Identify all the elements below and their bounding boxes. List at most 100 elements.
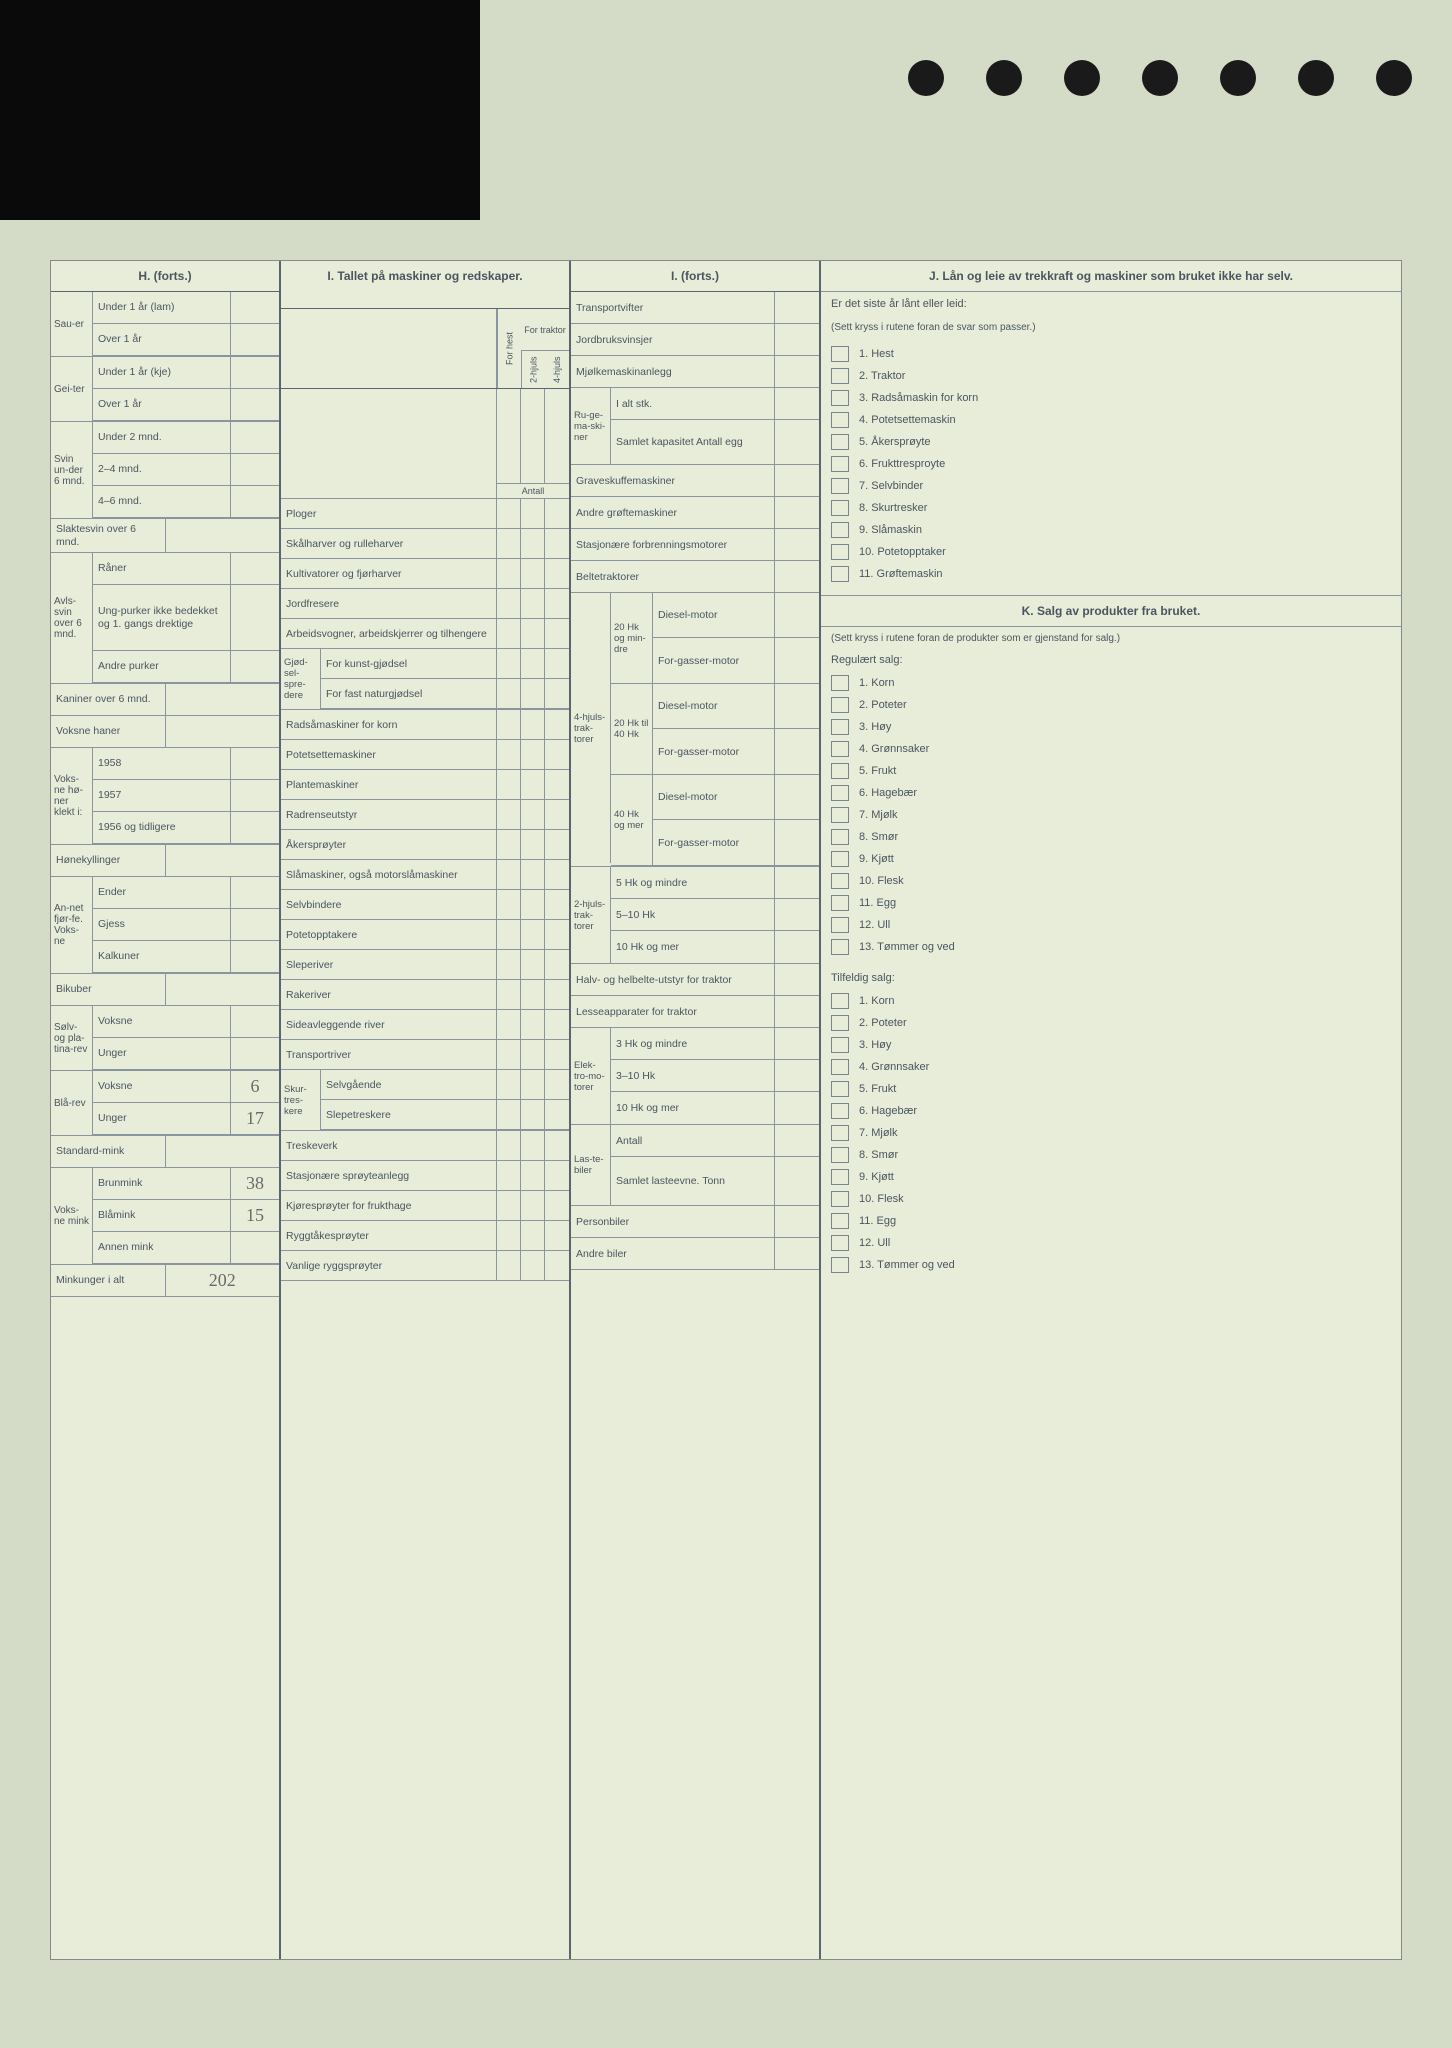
checkbox[interactable] <box>831 917 849 933</box>
checkbox[interactable] <box>831 719 849 735</box>
value-cell[interactable] <box>545 890 569 919</box>
value-cell[interactable] <box>545 1221 569 1250</box>
value-cell[interactable] <box>231 1006 279 1037</box>
checkbox[interactable] <box>831 434 849 450</box>
checkbox[interactable] <box>831 1037 849 1053</box>
value-cell[interactable] <box>521 770 545 799</box>
checkbox[interactable] <box>831 1059 849 1075</box>
value-cell[interactable] <box>521 1131 545 1160</box>
checkbox[interactable] <box>831 390 849 406</box>
value-cell[interactable] <box>545 529 569 558</box>
value-cell[interactable] <box>521 800 545 829</box>
checkbox[interactable] <box>831 829 849 845</box>
value-cell[interactable] <box>231 389 279 420</box>
value-cell[interactable] <box>497 589 521 618</box>
value-cell[interactable] <box>521 860 545 889</box>
value-cell[interactable] <box>521 1010 545 1039</box>
value-cell[interactable] <box>497 529 521 558</box>
value-cell[interactable] <box>497 950 521 979</box>
checkbox[interactable] <box>831 412 849 428</box>
value-cell[interactable] <box>231 748 279 779</box>
value-cell[interactable] <box>497 890 521 919</box>
value-cell[interactable] <box>497 1131 521 1160</box>
checkbox[interactable] <box>831 939 849 955</box>
value-cell[interactable] <box>497 710 521 739</box>
value-cell[interactable] <box>497 740 521 769</box>
value-cell[interactable] <box>231 651 279 682</box>
value-cell[interactable] <box>545 1191 569 1220</box>
value-cell[interactable] <box>166 974 280 1005</box>
checkbox[interactable] <box>831 1103 849 1119</box>
value-cell[interactable] <box>545 619 569 648</box>
value-cell[interactable] <box>545 1131 569 1160</box>
value-cell[interactable] <box>545 499 569 528</box>
value-blarev-unger[interactable]: 17 <box>231 1103 279 1134</box>
value-cell[interactable] <box>231 324 279 355</box>
value-cell[interactable] <box>497 559 521 588</box>
value-cell[interactable] <box>521 1251 545 1280</box>
value-cell[interactable] <box>521 559 545 588</box>
value-cell[interactable] <box>545 1251 569 1280</box>
value-cell[interactable] <box>231 553 279 584</box>
value-cell[interactable] <box>231 486 279 517</box>
checkbox[interactable] <box>831 500 849 516</box>
value-cell[interactable] <box>545 830 569 859</box>
value-cell[interactable] <box>166 1136 280 1167</box>
value-cell[interactable] <box>231 909 279 940</box>
value-blamink[interactable]: 15 <box>231 1200 279 1231</box>
checkbox[interactable] <box>831 1147 849 1163</box>
checkbox[interactable] <box>831 1213 849 1229</box>
value-cell[interactable] <box>497 770 521 799</box>
value-cell[interactable] <box>521 619 545 648</box>
value-cell[interactable] <box>521 1040 545 1069</box>
checkbox[interactable] <box>831 1191 849 1207</box>
value-cell[interactable] <box>545 920 569 949</box>
value-cell[interactable] <box>231 941 279 972</box>
value-cell[interactable] <box>231 780 279 811</box>
checkbox[interactable] <box>831 807 849 823</box>
value-cell[interactable] <box>231 292 279 323</box>
value-cell[interactable] <box>231 454 279 485</box>
value-cell[interactable] <box>497 1161 521 1190</box>
value-cell[interactable] <box>545 710 569 739</box>
value-cell[interactable] <box>166 716 280 747</box>
value-cell[interactable] <box>521 890 545 919</box>
value-cell[interactable] <box>545 1040 569 1069</box>
checkbox[interactable] <box>831 763 849 779</box>
value-cell[interactable] <box>521 529 545 558</box>
value-cell[interactable] <box>497 830 521 859</box>
value-cell[interactable] <box>231 1038 279 1069</box>
checkbox[interactable] <box>831 368 849 384</box>
checkbox[interactable] <box>831 1015 849 1031</box>
value-cell[interactable] <box>231 422 279 453</box>
value-cell[interactable] <box>545 589 569 618</box>
value-cell[interactable] <box>545 950 569 979</box>
value-cell[interactable] <box>497 1040 521 1069</box>
checkbox[interactable] <box>831 1125 849 1141</box>
checkbox[interactable] <box>831 785 849 801</box>
checkbox[interactable] <box>831 1081 849 1097</box>
value-cell[interactable] <box>497 1191 521 1220</box>
checkbox[interactable] <box>831 993 849 1009</box>
checkbox[interactable] <box>831 1235 849 1251</box>
checkbox[interactable] <box>831 456 849 472</box>
value-cell[interactable] <box>545 770 569 799</box>
value-cell[interactable] <box>521 980 545 1009</box>
checkbox[interactable] <box>831 346 849 362</box>
value-cell[interactable] <box>497 1221 521 1250</box>
value-cell[interactable] <box>166 684 280 715</box>
value-cell[interactable] <box>231 585 279 650</box>
value-cell[interactable] <box>521 740 545 769</box>
checkbox[interactable] <box>831 544 849 560</box>
value-cell[interactable] <box>497 619 521 648</box>
checkbox[interactable] <box>831 1169 849 1185</box>
value-cell[interactable] <box>497 1251 521 1280</box>
value-cell[interactable] <box>545 860 569 889</box>
value-cell[interactable] <box>521 1161 545 1190</box>
value-cell[interactable] <box>545 1161 569 1190</box>
value-cell[interactable] <box>521 830 545 859</box>
checkbox[interactable] <box>831 675 849 691</box>
value-cell[interactable] <box>521 589 545 618</box>
value-cell[interactable] <box>521 1221 545 1250</box>
value-blarev-voksne[interactable]: 6 <box>231 1071 279 1102</box>
